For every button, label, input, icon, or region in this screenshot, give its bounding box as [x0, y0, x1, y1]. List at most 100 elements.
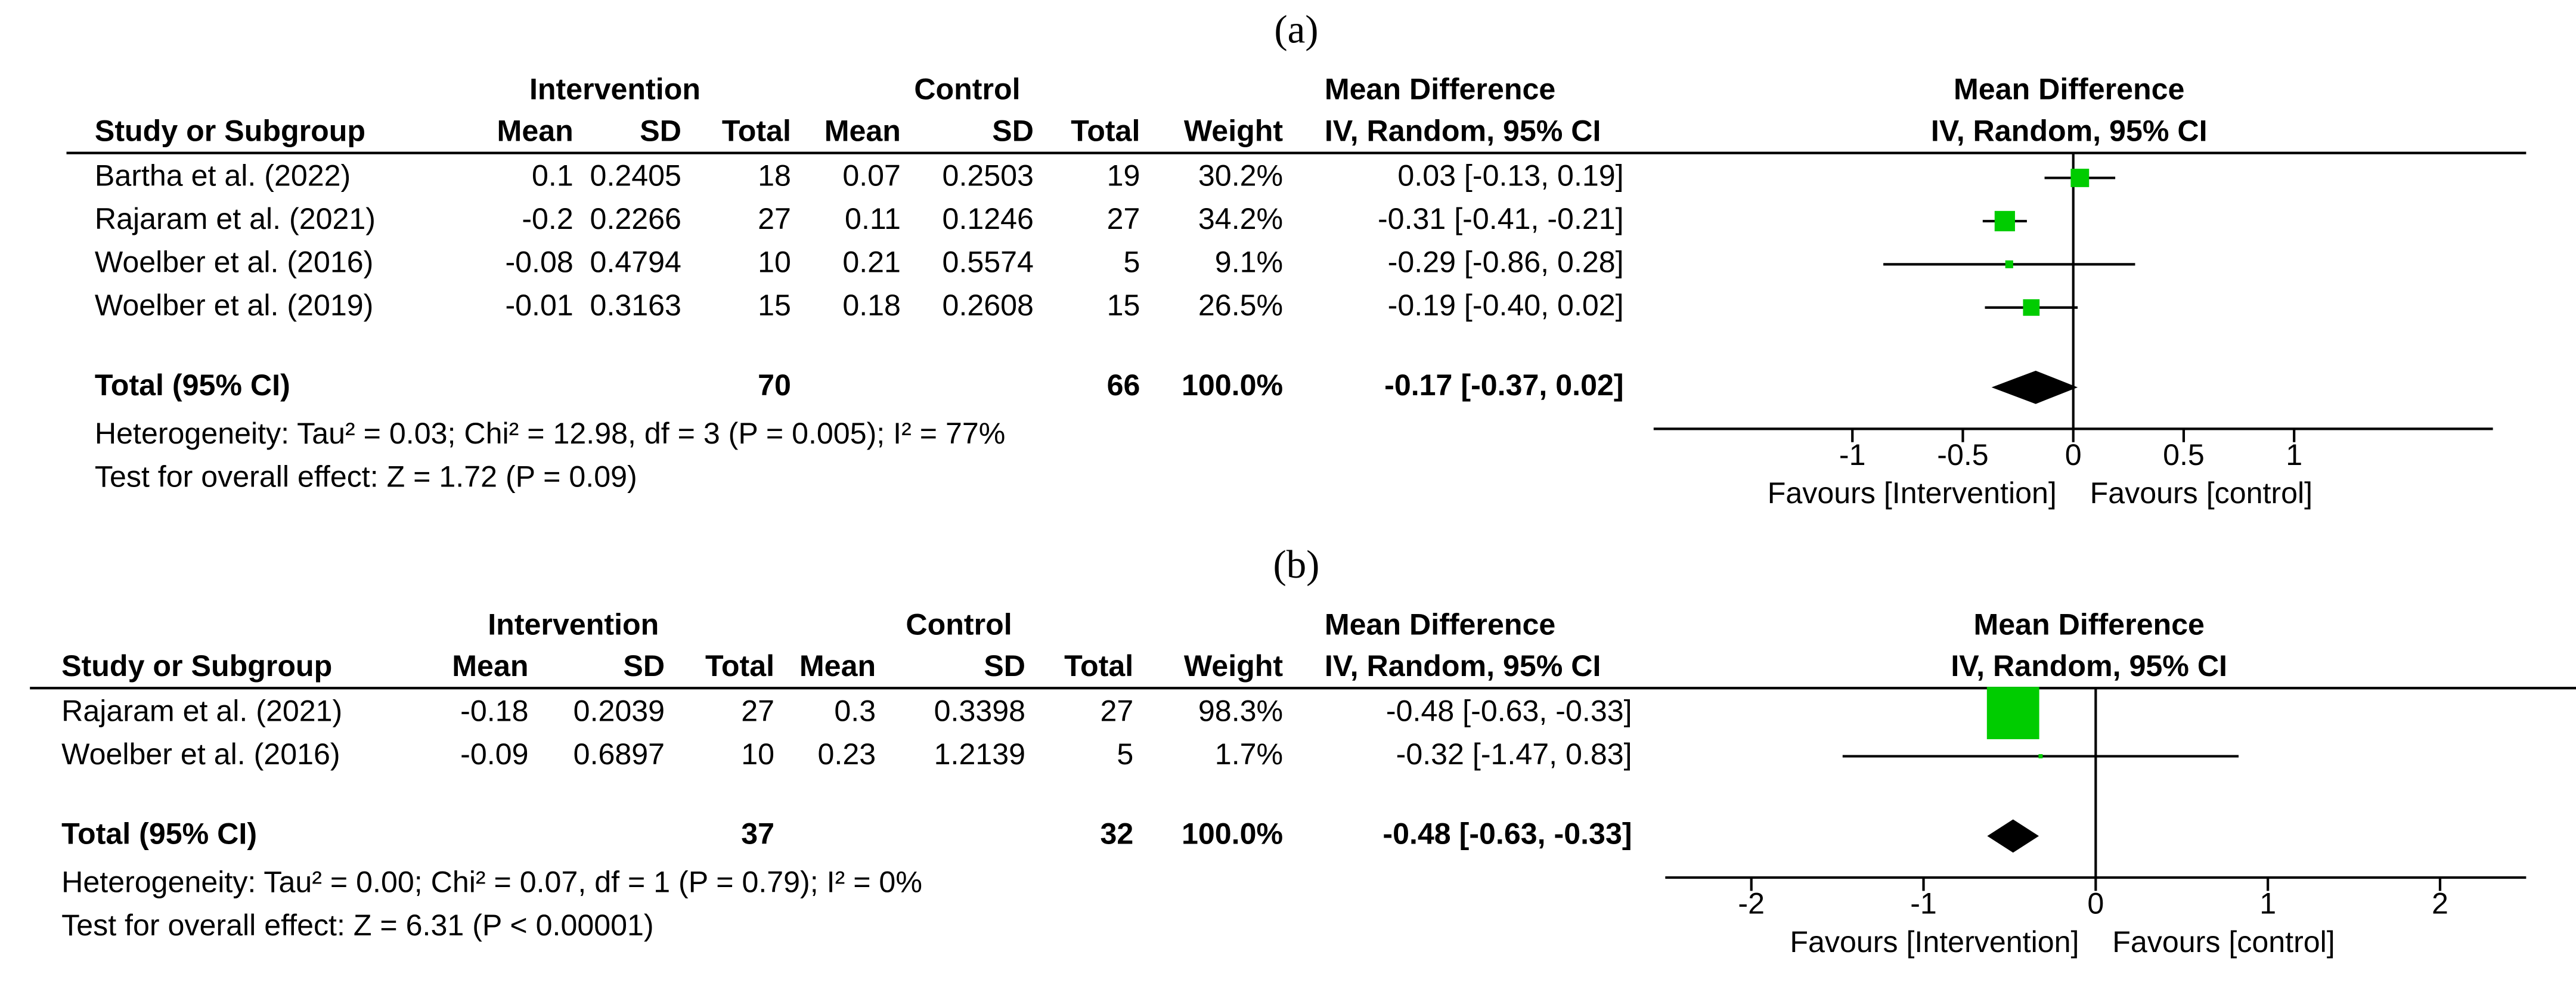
effect-square: [2005, 260, 2013, 268]
panel-label: (b): [1273, 542, 1319, 587]
study-name: Rajaram et al. (2021): [95, 202, 376, 235]
x-tick-label: 1: [2286, 438, 2302, 472]
table-cell: 10: [741, 737, 774, 771]
table-cell: 5: [1117, 737, 1133, 771]
plot-header: Mean Difference: [1973, 607, 2204, 641]
total-weight: 100.0%: [1182, 368, 1283, 402]
x-tick-label: 0.5: [2163, 438, 2205, 472]
column-header: Mean: [497, 114, 574, 147]
overall-effect: Test for overall effect: Z = 1.72 (P = 0…: [95, 460, 637, 493]
ci-label: -0.19 [-0.40, 0.02]: [1388, 289, 1624, 322]
total-name: Total (95% CI): [61, 817, 257, 851]
x-tick-label: -2: [1738, 887, 1765, 920]
table-cell: -0.08: [505, 246, 573, 279]
weight: 9.1%: [1215, 246, 1283, 279]
table-cell: 0.2405: [590, 159, 681, 193]
group-header: Mean Difference: [1325, 607, 1555, 641]
table-cell: 19: [1107, 159, 1140, 193]
table-cell: 0.11: [845, 202, 901, 235]
ci-label: -0.48 [-0.63, -0.33]: [1386, 694, 1632, 727]
table-cell: 0.2503: [943, 159, 1034, 193]
weight: 30.2%: [1198, 159, 1283, 193]
table-cell: 15: [1107, 289, 1140, 322]
table-cell: 27: [741, 694, 774, 727]
plot-header: Mean Difference: [1954, 73, 2184, 106]
column-header: SD: [623, 649, 665, 683]
column-header: Study or Subgroup: [61, 649, 332, 683]
effect-square: [2038, 754, 2043, 759]
column-header: SD: [992, 114, 1034, 147]
x-tick-label: 0: [2087, 887, 2104, 920]
table-cell: 0.5574: [943, 246, 1034, 279]
column-header: IV, Random, 95% CI: [1325, 649, 1601, 683]
table-cell: 0.1246: [943, 202, 1034, 235]
column-header: Mean: [824, 114, 901, 147]
table-cell: 10: [758, 246, 791, 279]
plot-subheader: IV, Random, 95% CI: [1951, 649, 2227, 683]
x-tick-label: -1: [1910, 887, 1937, 920]
column-header: Weight: [1184, 114, 1284, 147]
column-header: Total: [722, 114, 791, 147]
total-diamond: [1991, 370, 2078, 404]
ci-label: -0.32 [-1.47, 0.83]: [1396, 737, 1632, 771]
effect-square: [2023, 299, 2040, 316]
effect-square: [1986, 687, 2039, 739]
group-header: Intervention: [488, 607, 659, 641]
table-cell: 0.6897: [574, 737, 665, 771]
column-header: Total: [705, 649, 774, 683]
table-cell: 0.4794: [590, 246, 681, 279]
ci-label: -0.31 [-0.41, -0.21]: [1378, 202, 1624, 235]
favours-right: Favours [control]: [2090, 476, 2313, 510]
table-cell: 0.07: [842, 159, 901, 193]
weight: 26.5%: [1198, 289, 1283, 322]
study-name: Bartha et al. (2022): [95, 159, 351, 193]
table-cell: -0.18: [460, 694, 528, 727]
weight: 98.3%: [1198, 694, 1283, 727]
table-cell: 0.3163: [590, 289, 681, 322]
column-header: Weight: [1184, 649, 1284, 683]
x-tick-label: -1: [1839, 438, 1866, 472]
ci-label: -0.29 [-0.86, 0.28]: [1388, 246, 1624, 279]
group-header: Mean Difference: [1325, 73, 1555, 106]
total-ci-label: -0.48 [-0.63, -0.33]: [1382, 817, 1632, 851]
column-header: Study or Subgroup: [95, 114, 365, 147]
study-name: Woelber et al. (2019): [95, 289, 373, 322]
total-cell: 66: [1107, 368, 1140, 402]
table-cell: 0.23: [818, 737, 876, 771]
table-cell: 0.3398: [934, 694, 1025, 727]
table-cell: 0.1: [532, 159, 574, 193]
table-cell: 15: [758, 289, 791, 322]
total-cell: 32: [1100, 817, 1133, 851]
table-cell: -0.01: [505, 289, 573, 322]
column-header: SD: [984, 649, 1025, 683]
group-header: Control: [914, 73, 1020, 106]
column-header: Total: [1064, 649, 1133, 683]
x-tick-label: -0.5: [1937, 438, 1988, 472]
total-diamond: [1987, 819, 2039, 853]
effect-square: [2070, 169, 2090, 187]
weight: 34.2%: [1198, 202, 1283, 235]
x-tick-label: 0: [2065, 438, 2082, 472]
table-cell: 0.3: [834, 694, 876, 727]
column-header: Mean: [799, 649, 876, 683]
table-cell: 0.2608: [943, 289, 1034, 322]
table-cell: 27: [1100, 694, 1133, 727]
effect-square: [1994, 210, 2015, 232]
ci-label: 0.03 [-0.13, 0.19]: [1397, 159, 1623, 193]
table-cell: 18: [758, 159, 791, 193]
total-name: Total (95% CI): [95, 368, 290, 402]
favours-left: Favours [Intervention]: [1768, 476, 2057, 510]
study-name: Rajaram et al. (2021): [61, 694, 342, 727]
table-cell: 27: [758, 202, 791, 235]
study-name: Woelber et al. (2016): [95, 246, 373, 279]
table-cell: 0.2266: [590, 202, 681, 235]
table-cell: 5: [1123, 246, 1140, 279]
x-tick-label: 1: [2259, 887, 2276, 920]
plot-subheader: IV, Random, 95% CI: [1931, 114, 2208, 147]
table-cell: 1.2139: [934, 737, 1025, 771]
table-cell: 27: [1107, 202, 1140, 235]
x-tick-label: 2: [2432, 887, 2448, 920]
study-name: Woelber et al. (2016): [61, 737, 340, 771]
